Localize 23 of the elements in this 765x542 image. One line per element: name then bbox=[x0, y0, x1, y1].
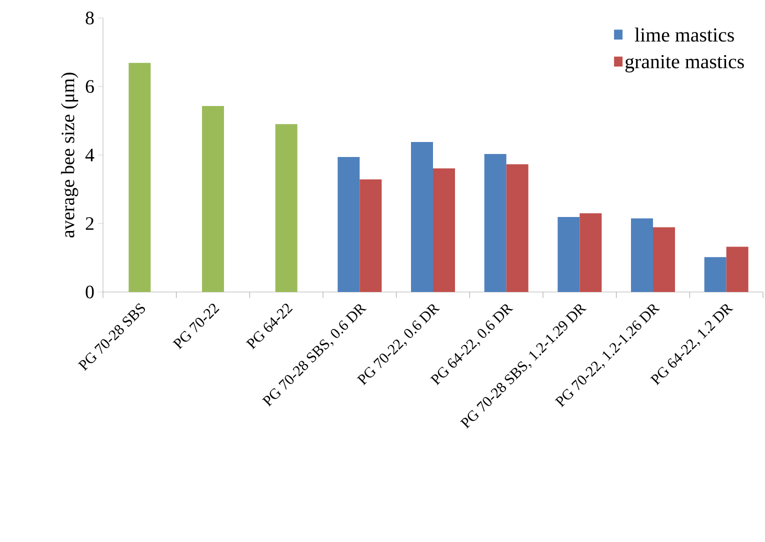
bar bbox=[484, 154, 506, 292]
bar bbox=[275, 124, 298, 292]
y-tick-label: 6 bbox=[86, 80, 94, 93]
bar bbox=[704, 257, 726, 292]
legend-label: lime mastics bbox=[634, 28, 734, 42]
bar bbox=[128, 62, 151, 292]
bar bbox=[726, 246, 748, 292]
bar bbox=[411, 142, 433, 292]
y-tick-label: 4 bbox=[85, 148, 94, 162]
y-tick-label: 8 bbox=[86, 12, 94, 24]
y-tick-label: 0 bbox=[86, 286, 94, 298]
y-tick-label: 2 bbox=[86, 217, 94, 230]
y-axis-title: average bee size (μm) bbox=[60, 72, 78, 238]
bar bbox=[433, 168, 455, 292]
bar bbox=[202, 106, 224, 292]
bar bbox=[338, 157, 360, 292]
bar bbox=[630, 218, 653, 292]
bar bbox=[580, 213, 602, 292]
bar bbox=[506, 164, 528, 292]
bar bbox=[652, 227, 675, 292]
bar bbox=[558, 216, 580, 292]
bar bbox=[360, 179, 382, 292]
legend-label: granite mastics bbox=[625, 54, 744, 72]
